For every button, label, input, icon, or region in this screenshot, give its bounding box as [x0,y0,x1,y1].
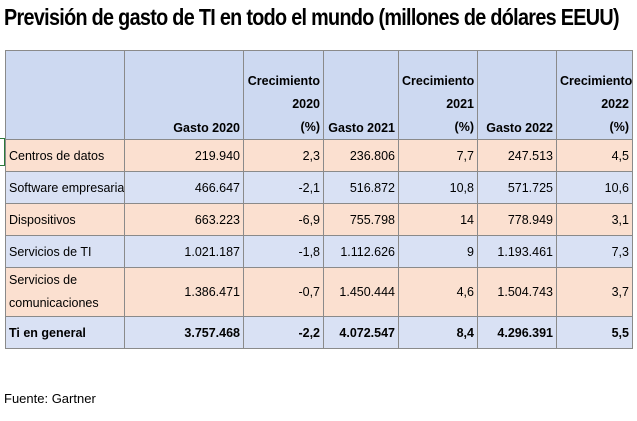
cell-crecimiento-2021: 9 [398,235,478,268]
cell-gasto-2021: 1.450.444 [323,267,399,317]
cell-gasto-2021: 755.798 [323,203,399,236]
cell-gasto-2021: 516.872 [323,171,399,204]
cell-gasto-2021: 4.072.547 [323,316,399,349]
cell-gasto-2022: 1.504.743 [477,267,557,317]
header-crecimiento-2022-line1: Crecimiento [560,74,633,88]
cell-crecimiento-2022: 5,5 [556,316,633,349]
cell-crecimiento-2020: -0,7 [243,267,324,317]
document-title: Previsión de gasto de TI en todo el mund… [4,4,620,30]
row-label: Software empresarial [5,171,125,204]
header-crecimiento-2022-line3: (%) [609,120,629,134]
it-spending-table: Gasto 2020 Crecimiento 2020 (%) Gasto 20… [5,50,633,349]
header-crecimiento-2020-line2: 2020 [292,97,320,111]
cell-gasto-2020: 663.223 [124,203,244,236]
table-row: Centros de datos 219.940 2,3 236.806 7,7… [5,139,633,172]
cell-crecimiento-2020: -2,1 [243,171,324,204]
cell-crecimiento-2020: 2,3 [243,139,324,172]
table-row: Dispositivos 663.223 -6,9 755.798 14 778… [5,203,633,236]
cell-gasto-2020: 3.757.468 [124,316,244,349]
cell-crecimiento-2022: 7,3 [556,235,633,268]
cell-gasto-2022: 4.296.391 [477,316,557,349]
cell-crecimiento-2021: 7,7 [398,139,478,172]
cell-gasto-2020: 466.647 [124,171,244,204]
header-crecimiento-2022: Crecimiento 2022 (%) [556,50,633,140]
cell-gasto-2020: 219.940 [124,139,244,172]
cell-crecimiento-2021: 8,4 [398,316,478,349]
cell-crecimiento-2022: 3,7 [556,267,633,317]
table-row: Servicios de comunicaciones 1.386.471 -0… [5,267,633,317]
row-label: Servicios de TI [5,235,125,268]
header-crecimiento-2021-line2: 2021 [446,97,474,111]
header-crecimiento-2020-line1: Crecimiento [247,74,320,88]
cell-gasto-2022: 247.513 [477,139,557,172]
header-crecimiento-2020: Crecimiento 2020 (%) [243,50,324,140]
header-crecimiento-2021-line3: (%) [454,120,474,134]
table-row: Servicios de TI 1.021.187 -1,8 1.112.626… [5,235,633,268]
cell-gasto-2022: 571.725 [477,171,557,204]
cell-gasto-2020: 1.386.471 [124,267,244,317]
header-crecimiento-2022-line2: 2022 [601,97,629,111]
cell-crecimiento-2022: 10,6 [556,171,633,204]
header-gasto-2021: Gasto 2021 [323,50,399,140]
row-label: Ti en general [5,316,125,349]
row-label: Dispositivos [5,203,125,236]
header-crecimiento-2020-line3: (%) [300,120,320,134]
cell-crecimiento-2021: 4,6 [398,267,478,317]
cell-selection-marker [0,138,5,166]
row-label: Servicios de comunicaciones [5,267,125,317]
table-total-row: Ti en general 3.757.468 -2,2 4.072.547 8… [5,316,633,349]
cell-gasto-2021: 1.112.626 [323,235,399,268]
header-gasto-2022: Gasto 2022 [477,50,557,140]
source-note: Fuente: Gartner [4,391,96,406]
cell-crecimiento-2021: 14 [398,203,478,236]
cell-crecimiento-2022: 4,5 [556,139,633,172]
header-gasto-2020: Gasto 2020 [124,50,244,140]
cell-crecimiento-2020: -6,9 [243,203,324,236]
cell-crecimiento-2020: -2,2 [243,316,324,349]
cell-crecimiento-2022: 3,1 [556,203,633,236]
header-crecimiento-2021: Crecimiento 2021 (%) [398,50,478,140]
cell-crecimiento-2021: 10,8 [398,171,478,204]
cell-gasto-2022: 778.949 [477,203,557,236]
table-row: Software empresarial 466.647 -2,1 516.87… [5,171,633,204]
cell-gasto-2020: 1.021.187 [124,235,244,268]
row-label: Centros de datos [5,139,125,172]
cell-crecimiento-2020: -1,8 [243,235,324,268]
table-header-row: Gasto 2020 Crecimiento 2020 (%) Gasto 20… [5,50,633,140]
header-crecimiento-2021-line1: Crecimiento [402,74,475,88]
cell-gasto-2022: 1.193.461 [477,235,557,268]
header-blank-cell [5,50,125,140]
cell-gasto-2021: 236.806 [323,139,399,172]
